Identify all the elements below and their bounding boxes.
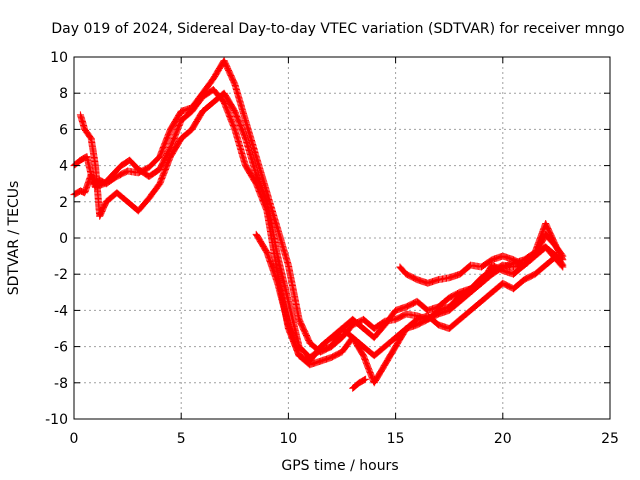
data-markers <box>70 57 567 392</box>
y-tick-label: 6 <box>59 122 68 138</box>
series-track-5 <box>349 243 560 392</box>
x-tick-label: 0 <box>70 431 79 447</box>
y-axis-label: SDTVAR / TECUs <box>6 181 22 296</box>
y-tick-label: -8 <box>54 376 68 392</box>
y-tick-label: -4 <box>54 303 68 319</box>
y-tick-label: 2 <box>59 195 68 211</box>
chart-title: Day 019 of 2024, Sidereal Day-to-day VTE… <box>51 21 624 37</box>
plus-markers <box>76 89 567 387</box>
x-tick-label: 25 <box>601 431 619 447</box>
x-tick-label: 10 <box>279 431 297 447</box>
y-tick-label: -2 <box>54 267 68 283</box>
y-tick-label: -6 <box>54 340 68 356</box>
series-track-2 <box>70 86 567 369</box>
y-tick-label: 0 <box>59 231 68 247</box>
x-tick-label: 5 <box>177 431 186 447</box>
x-tick-label: 15 <box>387 431 405 447</box>
plus-markers <box>70 86 567 369</box>
y-tick-label: 8 <box>59 86 68 102</box>
y-tick-label: -10 <box>45 412 68 428</box>
plus-markers <box>349 243 560 392</box>
axis-ticks: 0 5 10 15 20 25 -10 -8 -6 -4 -2 0 2 4 6 8 10 <box>45 50 619 447</box>
y-tick-label: 4 <box>59 159 68 175</box>
grid-lines <box>74 57 610 419</box>
y-tick-label: 10 <box>50 50 68 66</box>
series-track-3 <box>76 89 567 387</box>
x-tick-label: 20 <box>494 431 512 447</box>
x-axis-label: GPS time / hours <box>281 458 398 474</box>
